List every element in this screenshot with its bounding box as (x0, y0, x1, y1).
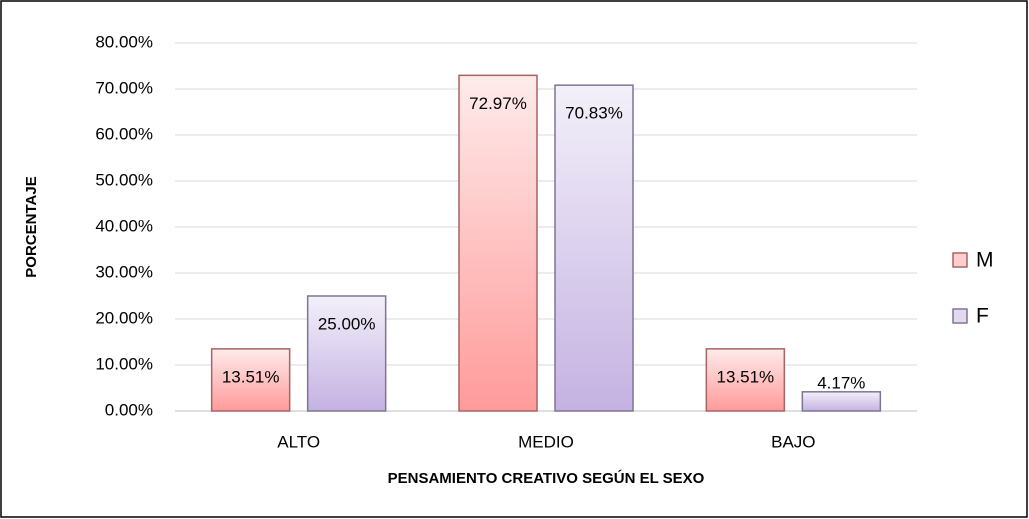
bar (554, 84, 634, 412)
bar (458, 74, 538, 412)
value-label: 72.97% (469, 94, 527, 113)
bar (705, 348, 786, 412)
value-label: 4.17% (817, 373, 865, 392)
bar (210, 348, 291, 412)
y-tick-label: 0.00% (105, 400, 153, 419)
y-tick-label: 80.00% (95, 32, 153, 51)
x-tick-label: MEDIO (518, 432, 574, 451)
y-tick-label: 30.00% (95, 262, 153, 281)
bar (306, 295, 387, 412)
legend-swatch (952, 308, 968, 324)
y-tick-label: 40.00% (95, 216, 153, 235)
value-label: 25.00% (318, 314, 376, 333)
value-label: 70.83% (565, 104, 623, 123)
y-axis-title: PORCENTAJE (23, 176, 40, 277)
legend-label: M (976, 249, 994, 272)
x-axis-title: PENSAMIENTO CREATIVO SEGÚN EL SEXO (388, 469, 705, 487)
legend-label: F (976, 305, 989, 328)
y-tick-label: 50.00% (95, 170, 153, 189)
bar (801, 391, 882, 412)
y-tick-label: 60.00% (95, 124, 153, 143)
value-label: 13.51% (222, 367, 280, 386)
legend-swatch (952, 252, 968, 268)
y-tick-label: 10.00% (95, 354, 153, 373)
value-label: 13.51% (716, 367, 774, 386)
x-tick-label: ALTO (277, 432, 320, 451)
y-tick-label: 20.00% (95, 308, 153, 327)
y-tick-label: 70.00% (95, 78, 153, 97)
x-tick-label: BAJO (771, 432, 815, 451)
